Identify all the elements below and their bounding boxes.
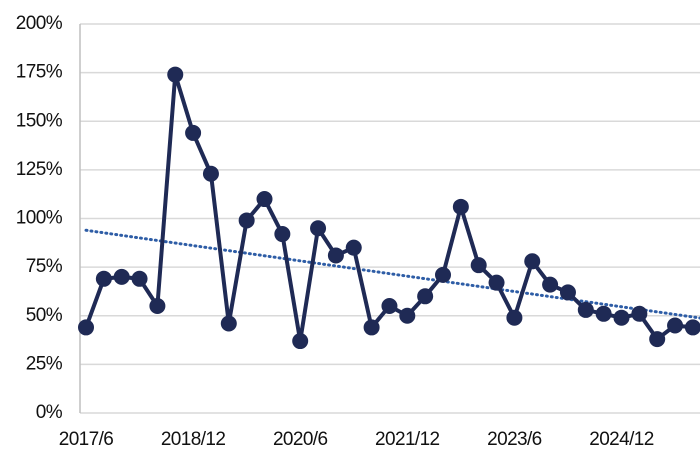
marker bbox=[417, 288, 434, 305]
marker bbox=[220, 315, 237, 332]
marker bbox=[202, 165, 219, 182]
marker bbox=[577, 301, 594, 318]
y-tick-label: 75% bbox=[26, 256, 63, 277]
marker bbox=[631, 305, 648, 322]
marker bbox=[113, 268, 130, 285]
marker bbox=[435, 266, 451, 283]
trendline bbox=[84, 228, 700, 320]
y-tick-label: 150% bbox=[16, 110, 63, 131]
marker bbox=[238, 212, 255, 229]
y-tick-label: 200% bbox=[16, 13, 63, 34]
marker bbox=[363, 319, 380, 336]
marker bbox=[649, 331, 666, 348]
marker bbox=[185, 124, 202, 141]
marker bbox=[78, 319, 94, 336]
marker bbox=[310, 220, 327, 237]
marker bbox=[470, 257, 487, 274]
marker bbox=[131, 270, 148, 287]
y-tick-label: 100% bbox=[16, 208, 63, 229]
marker bbox=[256, 191, 273, 208]
y-tick-label: 25% bbox=[26, 353, 63, 374]
marker bbox=[399, 307, 416, 324]
marker bbox=[488, 274, 505, 291]
y-tick-label: 175% bbox=[16, 62, 63, 83]
marker bbox=[345, 239, 362, 256]
marker bbox=[149, 298, 166, 315]
marker bbox=[684, 319, 700, 336]
marker bbox=[95, 270, 112, 287]
x-tick-label: 2021/12 bbox=[375, 429, 440, 450]
marker bbox=[506, 309, 523, 326]
x-tick-label: 2020/6 bbox=[273, 429, 328, 450]
marker bbox=[381, 298, 398, 315]
marker bbox=[327, 247, 344, 264]
marker bbox=[524, 253, 541, 270]
marker bbox=[595, 305, 612, 322]
y-tick-label: 50% bbox=[26, 305, 63, 326]
x-tick-label: 2023/6 bbox=[487, 429, 542, 450]
marker bbox=[667, 317, 684, 334]
x-tick-label: 2018/12 bbox=[161, 429, 226, 450]
x-tick-label: 2024/12 bbox=[589, 429, 654, 450]
marker bbox=[274, 226, 291, 243]
marker bbox=[452, 198, 469, 215]
marker bbox=[167, 66, 184, 83]
y-tick-label: 125% bbox=[16, 159, 63, 180]
marker bbox=[292, 333, 309, 350]
marker bbox=[559, 284, 576, 301]
x-tick-label: 2017/6 bbox=[59, 429, 114, 450]
marker bbox=[542, 276, 559, 293]
marker bbox=[613, 309, 630, 326]
y-tick-label: 0% bbox=[36, 402, 63, 423]
